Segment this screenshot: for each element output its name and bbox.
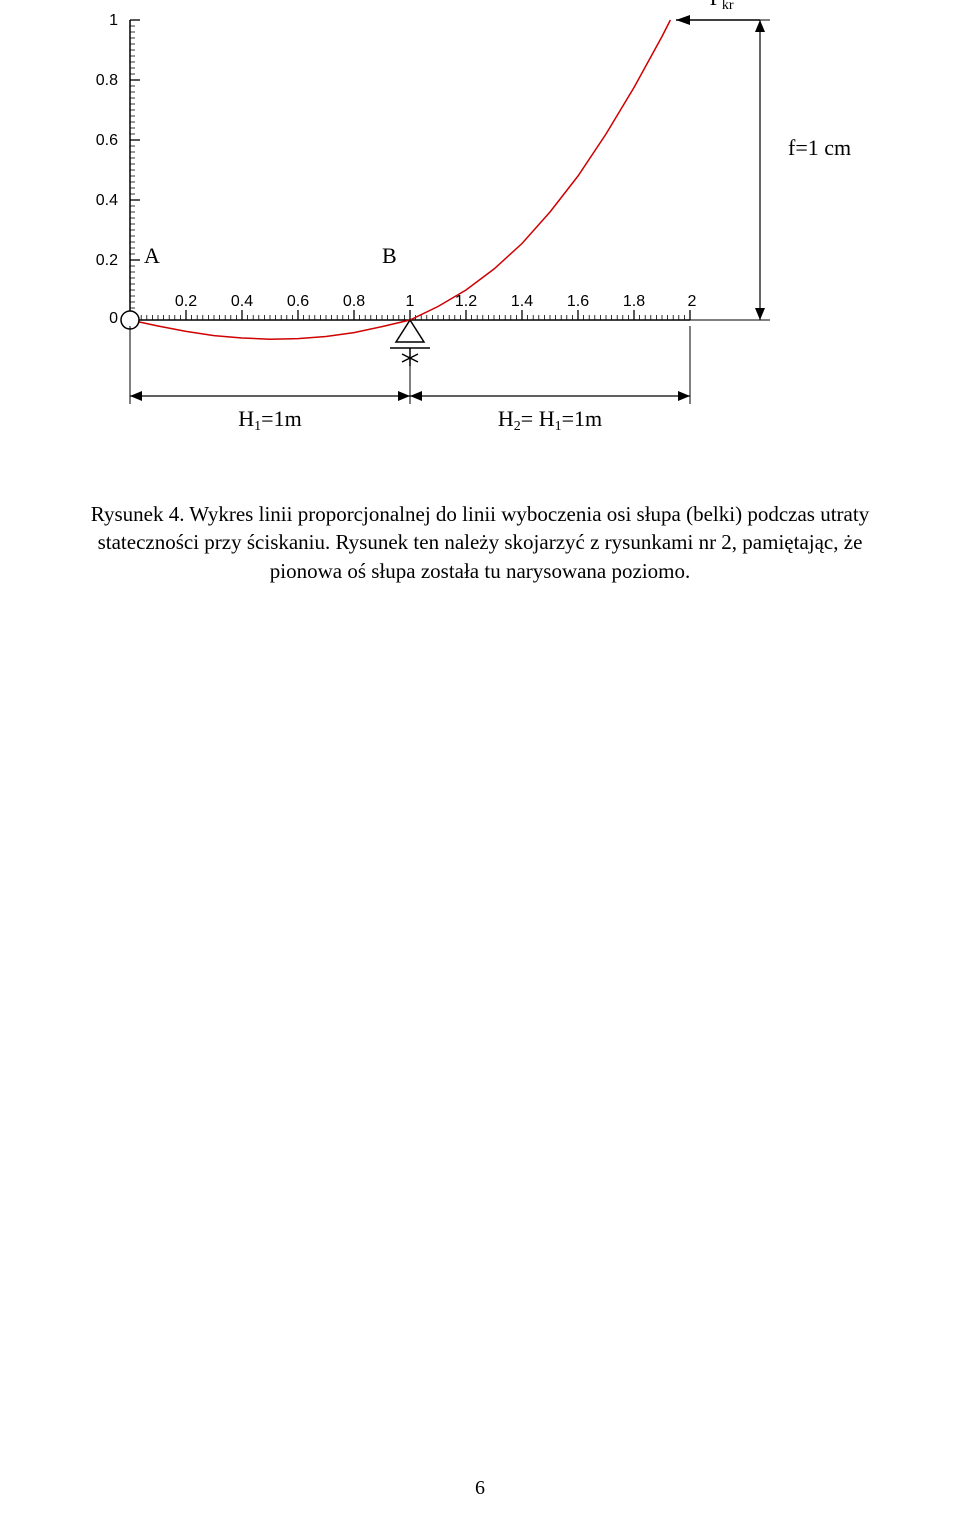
buckling-diagram: 0.2 0.4 0.6 0.8 1 0.2 0.4 0.6 0.8 1 1.2 1.4 1.6 1.8 2 0… bbox=[50, 0, 870, 475]
svg-text:1.4: 1.4 bbox=[511, 293, 533, 310]
svg-text:0.4: 0.4 bbox=[231, 293, 253, 310]
svg-text:B: B bbox=[382, 243, 397, 268]
svg-text:0.4: 0.4 bbox=[96, 192, 118, 209]
svg-text:Pkr: Pkr bbox=[710, 0, 734, 13]
caption-line-2: stateczności przy ściskaniu. Rysunek ten… bbox=[98, 530, 863, 554]
svg-text:0.6: 0.6 bbox=[287, 293, 309, 310]
caption-line-3: pionowa oś słupa została tu narysowana p… bbox=[270, 559, 691, 583]
svg-text:2: 2 bbox=[688, 293, 697, 310]
page-number: 6 bbox=[0, 1477, 960, 1500]
figure-caption: Rysunek 4. Wykres linii proporcjonalnej … bbox=[0, 500, 960, 585]
svg-text:1.8: 1.8 bbox=[623, 293, 645, 310]
svg-text:1: 1 bbox=[109, 12, 118, 29]
svg-text:1: 1 bbox=[406, 293, 415, 310]
svg-text:0.2: 0.2 bbox=[96, 252, 118, 269]
svg-text:0.6: 0.6 bbox=[96, 132, 118, 149]
svg-text:H1=1m: H1=1m bbox=[238, 406, 301, 434]
svg-text:A: A bbox=[144, 243, 160, 268]
svg-text:1.2: 1.2 bbox=[455, 293, 477, 310]
svg-text:0.8: 0.8 bbox=[96, 72, 118, 89]
svg-text:0.2: 0.2 bbox=[175, 293, 197, 310]
svg-text:H2= H1=1m: H2= H1=1m bbox=[498, 406, 602, 434]
svg-text:0.8: 0.8 bbox=[343, 293, 365, 310]
svg-text:0: 0 bbox=[109, 310, 118, 327]
svg-text:1.6: 1.6 bbox=[567, 293, 589, 310]
caption-line-1: Rysunek 4. Wykres linii proporcjonalnej … bbox=[91, 502, 869, 526]
svg-text:f=1 cm: f=1 cm bbox=[788, 135, 851, 160]
